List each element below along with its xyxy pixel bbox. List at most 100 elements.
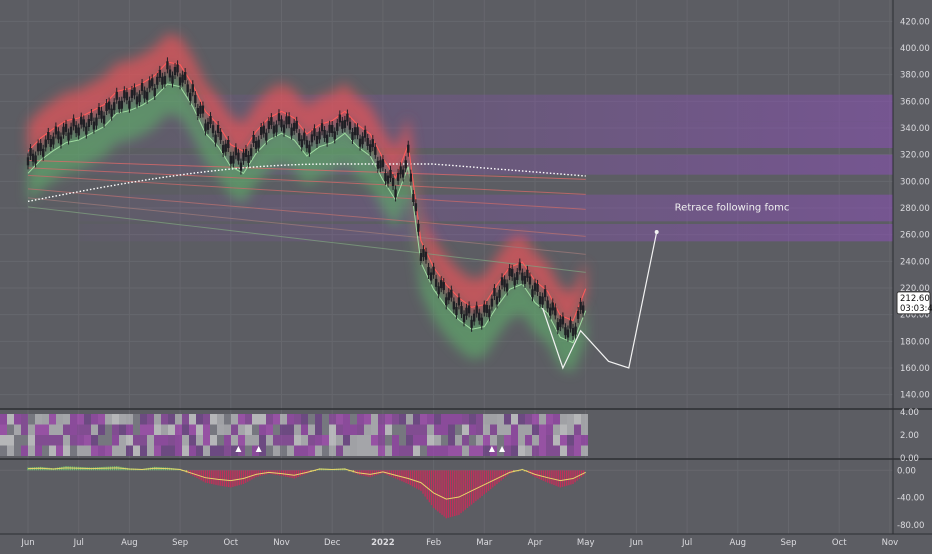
heatmap-cell — [154, 445, 161, 456]
heatmap-cell — [287, 445, 294, 456]
heatmap-cell — [490, 424, 497, 435]
candle-body — [287, 116, 291, 125]
heatmap-cell — [525, 445, 532, 456]
histogram-bar — [426, 470, 428, 500]
candle-body — [571, 327, 575, 336]
candle-body — [176, 64, 179, 73]
heatmap-cell — [378, 445, 385, 456]
purple-zone — [78, 224, 893, 242]
heatmap-cell — [133, 424, 140, 435]
heatmap-cell — [140, 435, 147, 446]
heatmap-cell — [189, 435, 196, 446]
time-tick-label: Sep — [780, 538, 796, 548]
heatmap-cell — [63, 435, 70, 446]
heatmap-cell — [280, 414, 287, 425]
histogram-bar — [217, 470, 219, 486]
heatmap-cell — [14, 445, 21, 456]
heatmap-cell — [189, 445, 196, 456]
heatmap-cell — [273, 445, 280, 456]
candle-body — [135, 96, 139, 105]
histogram-bar — [194, 470, 196, 477]
candle-body — [384, 173, 387, 182]
candle-body — [232, 155, 235, 164]
heatmap-cell — [161, 414, 168, 425]
histogram-bar — [407, 470, 409, 484]
heatmap-cell — [574, 424, 581, 435]
heatmap-cell — [329, 435, 336, 446]
heatmap-cell — [224, 424, 231, 435]
heatmap-cell — [56, 424, 63, 435]
heatmap-cell — [476, 414, 483, 425]
candle-body — [31, 153, 35, 162]
heatmap-cell — [511, 414, 518, 425]
candle-body — [74, 125, 78, 134]
heatmap-cell — [343, 424, 350, 435]
histogram-bar — [223, 470, 226, 487]
candle-body — [82, 119, 85, 128]
histogram-bar — [462, 470, 464, 512]
candle-body — [282, 124, 286, 133]
candle-body — [564, 327, 567, 336]
heatmap-cell — [315, 424, 322, 435]
heatmap-cell — [560, 435, 567, 446]
heatmap-cell — [280, 445, 287, 456]
heatmap-cell — [77, 424, 84, 435]
candle-body — [254, 141, 258, 150]
candle-body — [42, 148, 45, 157]
heatmap-cell — [70, 424, 77, 435]
heatmap-cell — [511, 435, 518, 446]
candle-body — [244, 149, 248, 158]
candle-body — [252, 135, 255, 144]
heatmap-cell — [28, 445, 35, 456]
heatmap-cell — [266, 435, 273, 446]
candle-body — [229, 155, 232, 164]
histogram-bar — [445, 470, 447, 519]
histogram-bar — [544, 470, 547, 482]
heatmap-cell — [168, 414, 175, 425]
candle-body — [49, 138, 53, 147]
histogram-bar — [202, 470, 205, 482]
candle-body — [455, 306, 458, 315]
candle-body — [69, 126, 73, 135]
heatmap-cell — [91, 435, 98, 446]
candle-body — [194, 95, 197, 104]
candle-body — [110, 108, 113, 117]
heatmap-cell — [413, 445, 420, 456]
heatmap-cell — [28, 414, 35, 425]
histogram-bar — [295, 470, 297, 478]
candle-body — [214, 134, 217, 143]
heatmap-cell — [217, 414, 224, 425]
histogram-bar — [196, 470, 198, 479]
heatmap-cell — [154, 435, 161, 446]
heatmap-cell — [266, 414, 273, 425]
heatmap-cell — [203, 435, 210, 446]
heatmap-cell — [385, 414, 392, 425]
price-tick-label: 300.00 — [900, 177, 930, 187]
heatmap-cell — [518, 414, 525, 425]
candle-body — [237, 152, 240, 161]
candle-body — [300, 139, 303, 148]
histogram-bar — [532, 470, 534, 476]
histogram-bar — [456, 470, 458, 516]
heatmap-cell — [14, 414, 21, 425]
heatmap-cell — [427, 445, 434, 456]
heatmap-cell — [147, 424, 154, 435]
candle-body — [363, 129, 367, 138]
heatmap-cell — [91, 424, 98, 435]
histogram-bar — [285, 470, 287, 477]
heatmap-cell — [308, 445, 315, 456]
heatmap-cell — [518, 435, 525, 446]
heatmap-cell — [259, 445, 266, 456]
histogram-bar — [240, 470, 243, 485]
candle-body — [505, 283, 509, 292]
heatmap-cell — [196, 424, 203, 435]
histogram-bar — [221, 470, 224, 487]
candle-body — [209, 116, 212, 125]
heatmap-cell — [364, 424, 371, 435]
price-tick-label: 180.00 — [900, 337, 930, 347]
heatmap-cell — [238, 414, 245, 425]
heatmap-cell — [217, 445, 224, 456]
heatmap-cell — [231, 424, 238, 435]
candle-body — [171, 75, 174, 84]
